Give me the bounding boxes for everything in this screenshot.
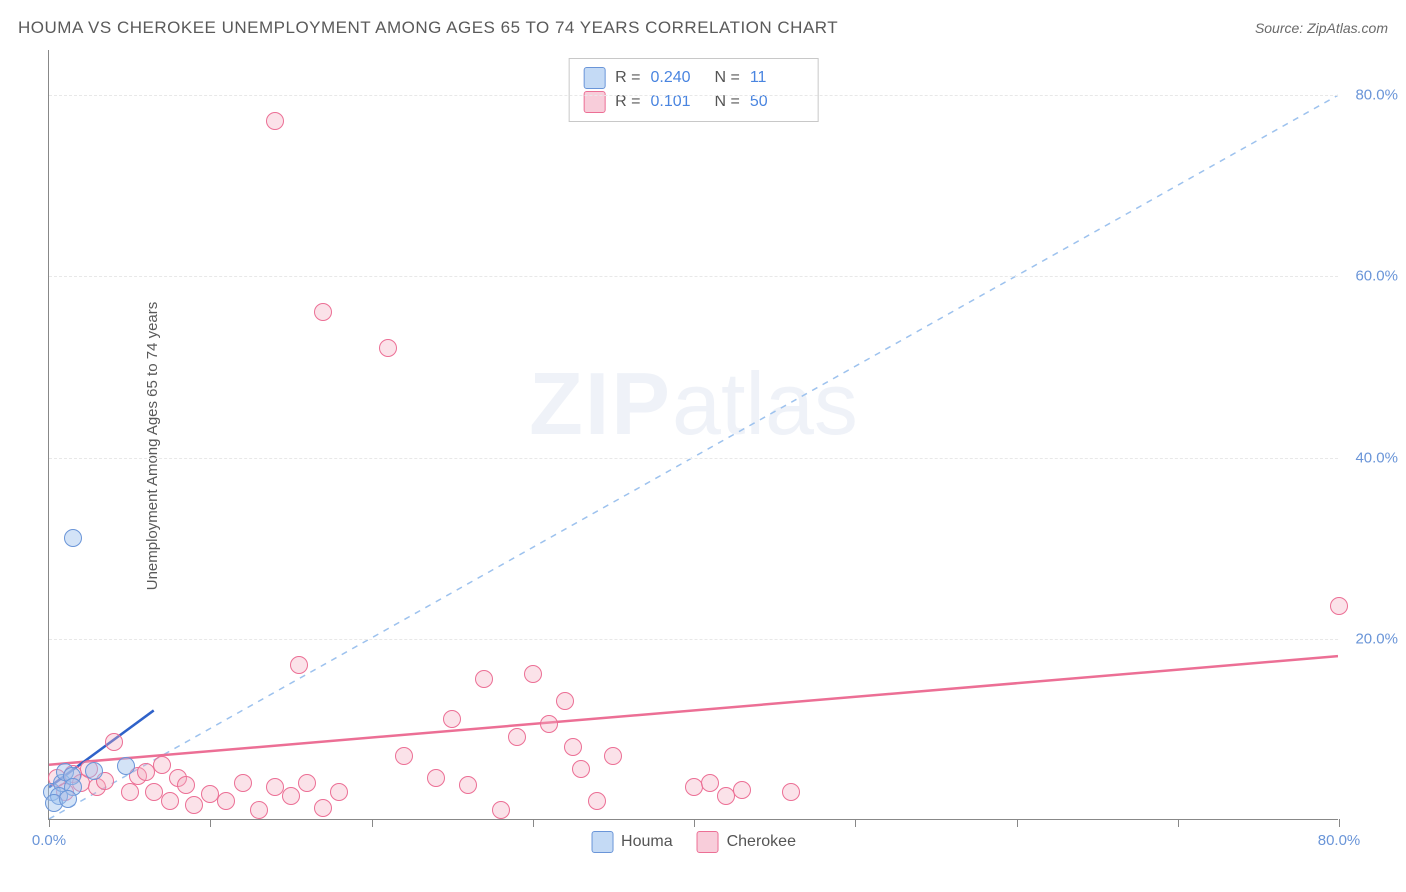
houma-n-value: 11 xyxy=(750,69,804,87)
data-point-cherokee xyxy=(733,781,751,799)
data-point-cherokee xyxy=(475,670,493,688)
x-tick xyxy=(855,819,856,827)
data-point-cherokee xyxy=(177,776,195,794)
correlation-stats-box: R = 0.240 N = 11 R = 0.101 N = 50 xyxy=(568,58,819,122)
header: HOUMA VS CHEROKEE UNEMPLOYMENT AMONG AGE… xyxy=(18,18,1388,38)
data-point-cherokee xyxy=(161,792,179,810)
data-point-cherokee xyxy=(492,801,510,819)
data-point-cherokee xyxy=(185,796,203,814)
data-point-cherokee xyxy=(234,774,252,792)
data-point-cherokee xyxy=(266,112,284,130)
data-point-cherokee xyxy=(282,787,300,805)
data-point-cherokee xyxy=(701,774,719,792)
data-point-cherokee xyxy=(105,733,123,751)
legend-swatch-cherokee-icon xyxy=(697,831,719,853)
data-point-cherokee xyxy=(290,656,308,674)
data-point-cherokee xyxy=(379,339,397,357)
data-point-cherokee xyxy=(540,715,558,733)
watermark: ZIPatlas xyxy=(529,353,858,455)
data-point-cherokee xyxy=(556,692,574,710)
data-point-cherokee xyxy=(443,710,461,728)
data-point-houma xyxy=(85,762,103,780)
x-tick xyxy=(694,819,695,827)
plot-area: ZIPatlas R = 0.240 N = 11 R = 0.101 N = … xyxy=(48,50,1338,820)
swatch-houma-icon xyxy=(583,67,605,89)
y-tick-label: 60.0% xyxy=(1355,268,1398,285)
x-tick xyxy=(1017,819,1018,827)
data-point-cherokee xyxy=(782,783,800,801)
x-tick xyxy=(210,819,211,827)
trend-lines xyxy=(49,50,1338,819)
stats-row-houma: R = 0.240 N = 11 xyxy=(583,67,804,89)
data-point-houma xyxy=(59,790,77,808)
data-point-cherokee xyxy=(524,665,542,683)
x-tick xyxy=(372,819,373,827)
data-point-cherokee xyxy=(572,760,590,778)
data-point-cherokee xyxy=(145,783,163,801)
legend-item-houma: Houma xyxy=(591,831,673,853)
x-tick xyxy=(1178,819,1179,827)
data-point-cherokee xyxy=(427,769,445,787)
data-point-cherokee xyxy=(314,799,332,817)
data-point-cherokee xyxy=(604,747,622,765)
gridline xyxy=(49,458,1338,459)
data-point-cherokee xyxy=(217,792,235,810)
legend-item-cherokee: Cherokee xyxy=(697,831,796,853)
data-point-cherokee xyxy=(121,783,139,801)
houma-r-value: 0.240 xyxy=(651,69,705,87)
data-point-cherokee xyxy=(395,747,413,765)
data-point-houma xyxy=(64,529,82,547)
x-tick-label: 0.0% xyxy=(32,832,66,849)
gridline xyxy=(49,95,1338,96)
y-tick-label: 80.0% xyxy=(1355,87,1398,104)
x-tick xyxy=(49,819,50,827)
data-point-houma xyxy=(117,757,135,775)
data-point-cherokee xyxy=(314,303,332,321)
x-tick xyxy=(1339,819,1340,827)
data-point-cherokee xyxy=(250,801,268,819)
y-tick-label: 40.0% xyxy=(1355,449,1398,466)
data-point-cherokee xyxy=(1330,597,1348,615)
data-point-cherokee xyxy=(564,738,582,756)
data-point-cherokee xyxy=(508,728,526,746)
gridline xyxy=(49,639,1338,640)
data-point-cherokee xyxy=(298,774,316,792)
data-point-cherokee xyxy=(330,783,348,801)
data-point-cherokee xyxy=(459,776,477,794)
data-point-cherokee xyxy=(588,792,606,810)
gridline xyxy=(49,276,1338,277)
x-tick xyxy=(533,819,534,827)
legend-swatch-houma-icon xyxy=(591,831,613,853)
x-tick-label: 80.0% xyxy=(1318,832,1361,849)
chart-title: HOUMA VS CHEROKEE UNEMPLOYMENT AMONG AGE… xyxy=(18,18,838,38)
source-attribution: Source: ZipAtlas.com xyxy=(1255,20,1388,36)
data-point-cherokee xyxy=(153,756,171,774)
y-tick-label: 20.0% xyxy=(1355,630,1398,647)
data-point-cherokee xyxy=(266,778,284,796)
legend: Houma Cherokee xyxy=(591,831,796,853)
